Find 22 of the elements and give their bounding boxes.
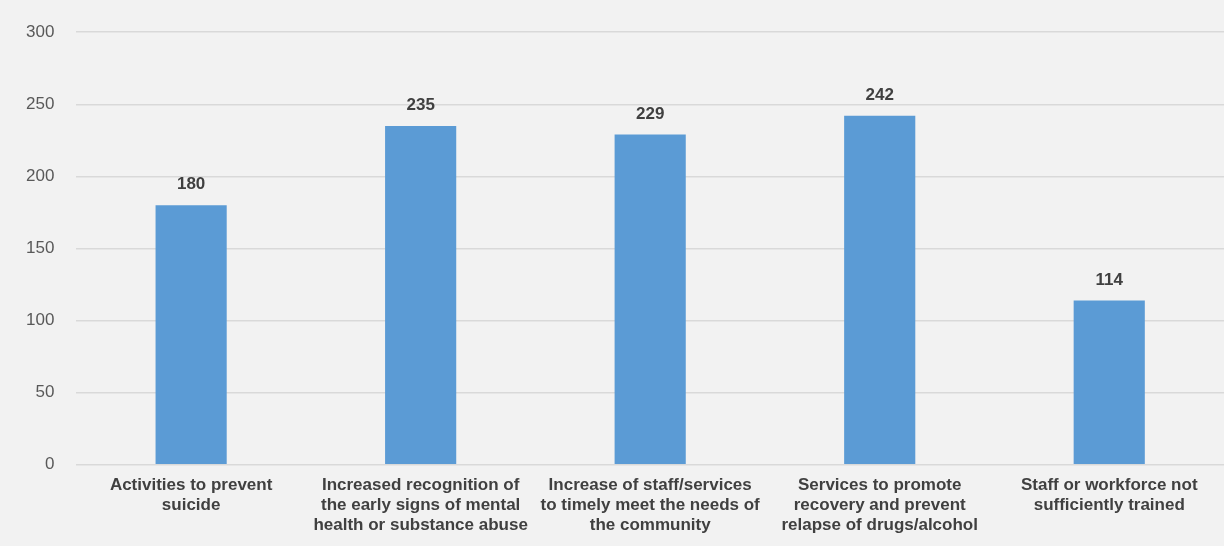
- data-label: 229: [635, 103, 665, 123]
- bar: [614, 134, 686, 465]
- y-tick-label: 250: [25, 93, 55, 113]
- x-tick-label: Activities to prevent suicide: [109, 474, 273, 515]
- y-tick-label: 300: [25, 21, 55, 41]
- y-tick-label: 200: [25, 166, 55, 186]
- bar: [385, 125, 457, 465]
- data-label: 114: [1095, 269, 1124, 289]
- x-tick-label: Increased recognition of the early signs of mental health or substance abuse: [313, 474, 528, 535]
- x-tick-label: Services to promote recovery and prevent relapse of drugs/alcohol: [781, 474, 978, 535]
- y-tick-label: 100: [25, 310, 55, 330]
- y-tick-label: 0: [44, 454, 55, 474]
- y-tick-label: 150: [25, 238, 55, 258]
- x-tick-label: Increase of staff/services to timely meet the needs of the community: [540, 474, 761, 535]
- data-label: 235: [406, 95, 435, 115]
- bar: [844, 115, 916, 465]
- y-tick-label: 50: [35, 382, 55, 402]
- data-label: 180: [176, 174, 206, 194]
- data-label: 242: [865, 85, 894, 105]
- x-tick-label: Staff or workforce not sufficiently trained: [1020, 474, 1198, 515]
- bar: [1073, 300, 1145, 465]
- bar: [155, 205, 227, 465]
